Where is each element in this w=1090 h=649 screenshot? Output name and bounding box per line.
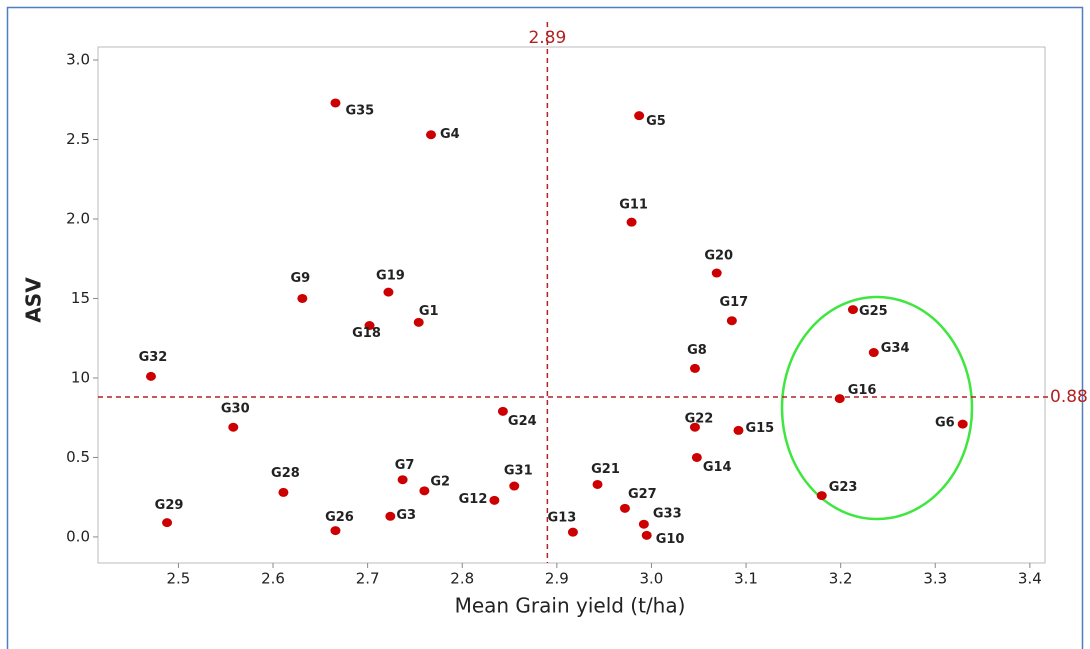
point [834, 394, 845, 404]
point-label: G3 [396, 508, 416, 523]
point-label: G29 [155, 498, 184, 513]
point-label: G25 [859, 304, 888, 319]
point-label: G22 [685, 412, 714, 427]
highlight-ellipse [780, 295, 974, 521]
point-label: G15 [745, 421, 774, 436]
y-tick-label: 3.0 [66, 51, 90, 69]
point [419, 486, 430, 496]
point-label: G7 [395, 458, 415, 473]
x-tick-label: 3.2 [829, 570, 853, 588]
x-tick-label: 2.6 [261, 570, 285, 588]
point [638, 519, 649, 529]
point [691, 452, 702, 462]
point-label: G23 [829, 480, 858, 495]
point [509, 481, 520, 491]
point [145, 371, 156, 381]
point-label: G21 [591, 462, 620, 477]
point [634, 111, 645, 121]
y-tick-label: 15 [71, 289, 90, 307]
plot-area [97, 46, 1046, 564]
point-label: G17 [719, 295, 748, 310]
point-label: G13 [548, 511, 577, 526]
point-label: G32 [139, 350, 168, 365]
point-label: G33 [653, 507, 682, 522]
x-tick-label: 2.5 [166, 570, 190, 588]
x-tick-label: 3.0 [640, 570, 664, 588]
point-label: G16 [848, 383, 877, 398]
x-tick-label: 2.7 [356, 570, 380, 588]
y-tick-label: 2.0 [66, 210, 90, 228]
y-tick-label: 2.5 [66, 130, 90, 148]
point [641, 530, 652, 540]
point [297, 293, 308, 303]
point-label: G11 [619, 198, 648, 213]
point-label: G5 [646, 114, 666, 129]
point [278, 487, 289, 497]
y-tick-label: 10 [71, 368, 90, 386]
point-label: G24 [508, 414, 537, 429]
point-label: G6 [935, 416, 955, 431]
point [619, 503, 630, 513]
point [330, 526, 341, 536]
x-tick-label: 3.4 [1018, 570, 1042, 588]
point [816, 491, 827, 501]
x-tick-label: 3.1 [734, 570, 758, 588]
point-label: G1 [419, 304, 439, 319]
point [733, 425, 744, 435]
point-label: G34 [881, 341, 910, 356]
point [413, 317, 424, 327]
point [868, 348, 879, 358]
point [711, 268, 722, 278]
point [689, 363, 700, 373]
point [330, 98, 341, 108]
x-axis-label: Mean Grain yield (t/ha) [455, 594, 686, 618]
y-axis-label: ASV [22, 277, 46, 323]
point [385, 511, 396, 521]
x-tick-label: 3.3 [923, 570, 947, 588]
point [426, 130, 437, 140]
point [567, 527, 578, 537]
point-label: G10 [656, 532, 685, 547]
point [228, 422, 239, 432]
point [957, 419, 968, 429]
point [397, 475, 408, 485]
point [689, 422, 700, 432]
point-label: G26 [325, 510, 354, 525]
point [847, 305, 858, 315]
point-label: G8 [687, 343, 707, 358]
point-label: G2 [430, 474, 450, 489]
point [383, 287, 394, 297]
point-label: G9 [290, 271, 310, 286]
point [626, 217, 637, 227]
point-label: G35 [345, 103, 374, 118]
x-tick-label: 2.8 [450, 570, 474, 588]
point [162, 518, 173, 528]
y-tick-label: 0.0 [66, 527, 90, 545]
point-label: G4 [440, 127, 460, 142]
point-label: G12 [459, 492, 488, 507]
point-label: G18 [352, 326, 381, 341]
point [726, 316, 737, 326]
point [497, 406, 508, 416]
reference-label: 2.89 [528, 28, 566, 48]
point-label: G31 [504, 464, 533, 479]
frame [6, 6, 1084, 649]
y-tick-label: 0.5 [66, 448, 90, 466]
point [489, 495, 500, 505]
point-label: G30 [221, 402, 250, 417]
point-label: G19 [376, 269, 405, 284]
point-label: G27 [628, 487, 657, 502]
point-label: G20 [704, 249, 733, 264]
reference-label: 0.88 [1050, 387, 1088, 407]
point [364, 321, 375, 331]
point-label: G28 [271, 466, 300, 481]
point [592, 479, 603, 489]
x-tick-label: 2.9 [545, 570, 569, 588]
point-label: G14 [703, 460, 732, 475]
